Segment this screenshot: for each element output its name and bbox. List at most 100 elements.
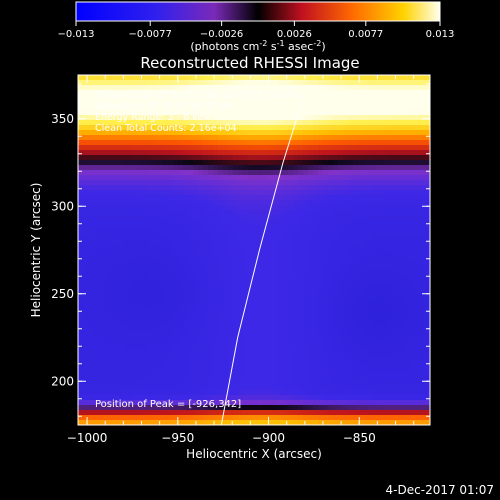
heatmap-cell	[173, 235, 179, 241]
heatmap-cell	[428, 340, 430, 346]
heatmap-cell	[358, 120, 364, 126]
heatmap-cell	[98, 135, 104, 141]
heatmap-cell	[373, 135, 379, 141]
heatmap-cell	[298, 285, 304, 291]
heatmap-cell	[403, 95, 409, 101]
heatmap-cell	[258, 140, 264, 146]
heatmap-cell	[268, 365, 274, 371]
heatmap-cell	[93, 260, 99, 266]
heatmap-cell	[303, 210, 309, 216]
heatmap-cell	[293, 135, 299, 141]
heatmap-cell	[173, 95, 179, 101]
heatmap-cell	[263, 105, 269, 111]
heatmap-cell	[138, 205, 144, 211]
heatmap-cell	[218, 325, 224, 331]
heatmap-cell	[418, 90, 424, 96]
heatmap-cell	[373, 250, 379, 256]
heatmap-cell	[323, 175, 329, 181]
heatmap-cell	[378, 130, 384, 136]
heatmap-cell	[238, 260, 244, 266]
heatmap-cell	[353, 175, 359, 181]
heatmap-cell	[318, 290, 324, 296]
heatmap-cell	[288, 240, 294, 246]
heatmap-cell	[103, 320, 109, 326]
heatmap-cell	[228, 125, 234, 131]
heatmap-cell	[158, 275, 164, 281]
heatmap-cell	[353, 145, 359, 151]
heatmap-cell	[418, 280, 424, 286]
heatmap-cell	[108, 195, 114, 201]
heatmap-cell	[78, 80, 84, 86]
heatmap-cell	[198, 215, 204, 221]
heatmap-cell	[103, 105, 109, 111]
heatmap-cell	[333, 390, 339, 396]
heatmap-cell	[293, 155, 299, 161]
heatmap-cell	[228, 85, 234, 91]
heatmap-cell	[258, 315, 264, 321]
heatmap-cell	[428, 295, 430, 301]
heatmap-cell	[178, 375, 184, 381]
heatmap-cell	[88, 155, 94, 161]
heatmap-cell	[358, 315, 364, 321]
heatmap-cell	[228, 75, 234, 81]
heatmap-cell	[123, 350, 129, 356]
heatmap-cell	[158, 145, 164, 151]
heatmap-cell	[293, 145, 299, 151]
heatmap-cell	[188, 180, 194, 186]
heatmap-cell	[338, 225, 344, 231]
heatmap-cell	[218, 260, 224, 266]
heatmap-cell	[233, 300, 239, 306]
heatmap-cell	[368, 135, 374, 141]
heatmap-cell	[373, 400, 379, 406]
heatmap-cell	[363, 75, 369, 81]
heatmap-cell	[113, 255, 119, 261]
heatmap-cell	[118, 100, 124, 106]
heatmap-cell	[423, 195, 429, 201]
heatmap-cell	[403, 415, 409, 421]
heatmap-cell	[348, 410, 354, 416]
heatmap-cell	[368, 200, 374, 206]
heatmap-cell	[328, 100, 334, 106]
heatmap-cell	[108, 320, 114, 326]
heatmap-cell	[93, 125, 99, 131]
heatmap-cell	[298, 325, 304, 331]
heatmap-cell	[403, 190, 409, 196]
heatmap-cell	[383, 210, 389, 216]
heatmap-cell	[103, 405, 109, 411]
heatmap-cell	[138, 210, 144, 216]
heatmap-cell	[373, 110, 379, 116]
heatmap-cell	[163, 125, 169, 131]
heatmap-cell	[348, 105, 354, 111]
heatmap-cell	[373, 410, 379, 416]
heatmap-cell	[118, 390, 124, 396]
heatmap-cell	[353, 230, 359, 236]
heatmap-cell	[238, 410, 244, 416]
heatmap-cell	[383, 125, 389, 131]
heatmap-cell	[223, 375, 229, 381]
heatmap-cell	[173, 245, 179, 251]
heatmap-cell	[278, 130, 284, 136]
heatmap-cell	[418, 145, 424, 151]
heatmap-cell	[378, 300, 384, 306]
heatmap-cell	[258, 90, 264, 96]
heatmap-cell	[193, 290, 199, 296]
heatmap-cell	[263, 390, 269, 396]
heatmap-cell	[263, 205, 269, 211]
heatmap-cell	[293, 365, 299, 371]
heatmap-cell	[293, 360, 299, 366]
heatmap-cell	[78, 305, 84, 311]
heatmap-cell	[223, 165, 229, 171]
heatmap-cell	[223, 230, 229, 236]
heatmap-cell	[178, 105, 184, 111]
heatmap-cell	[283, 85, 289, 91]
heatmap-cell	[218, 140, 224, 146]
heatmap-cell	[153, 105, 159, 111]
heatmap-cell	[118, 310, 124, 316]
heatmap-cell	[388, 395, 394, 401]
heatmap-cell	[108, 385, 114, 391]
heatmap-cell	[133, 195, 139, 201]
heatmap-cell	[328, 335, 334, 341]
heatmap-cell	[378, 125, 384, 131]
heatmap-cell	[233, 235, 239, 241]
heatmap-cell	[398, 95, 404, 101]
